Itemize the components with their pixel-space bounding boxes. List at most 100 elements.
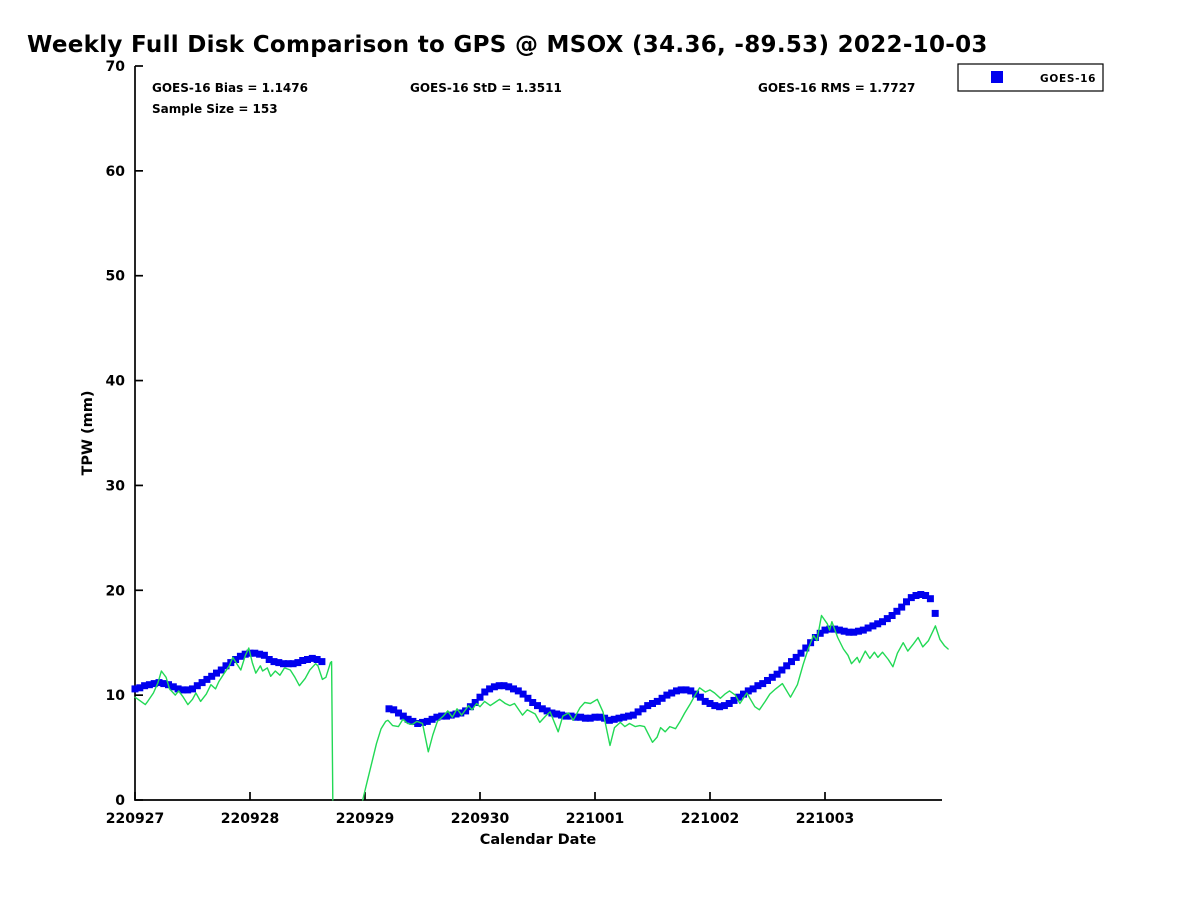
goes16-marker <box>907 594 915 602</box>
y-tick-label: 0 <box>115 793 125 809</box>
goes16-marker <box>903 598 910 606</box>
goes16-marker <box>740 690 747 698</box>
x-tick-label: 220928 <box>221 811 279 827</box>
legend: GOES-16 <box>957 63 1104 92</box>
goes16-marker <box>179 686 187 694</box>
goes16-marker <box>174 685 182 693</box>
goes16-marker <box>744 687 752 695</box>
goes16-marker <box>926 595 934 603</box>
goes16-marker <box>711 702 719 710</box>
goes16-marker <box>917 591 925 598</box>
goes16-marker <box>615 714 623 722</box>
goes16-marker <box>236 652 244 660</box>
goes16-marker <box>572 713 580 721</box>
goes16-marker <box>299 657 307 664</box>
goes16-marker <box>778 666 786 674</box>
stat-std: GOES-16 StD = 1.3511 <box>410 81 562 95</box>
goes16-marker <box>859 626 867 634</box>
goes16-marker <box>591 713 599 721</box>
goes16-marker <box>673 687 680 695</box>
goes16-marker <box>543 707 551 715</box>
goes16-marker <box>898 603 906 611</box>
goes16-marker <box>749 685 757 693</box>
goes16-marker <box>481 688 489 696</box>
goes16-marker <box>668 689 676 697</box>
gps-line-segment <box>362 614 949 801</box>
goes16-marker <box>797 649 805 657</box>
goes16-marker <box>931 609 939 617</box>
goes16-marker <box>783 662 791 670</box>
goes16-marker <box>265 656 273 663</box>
goes16-marker <box>500 682 508 690</box>
goes16-marker <box>629 711 637 719</box>
y-tick-label: 40 <box>106 374 126 390</box>
goes16-marker <box>869 622 877 630</box>
goes16-marker <box>390 706 398 714</box>
goes16-marker <box>610 715 618 723</box>
goes16-marker <box>280 660 287 668</box>
goes16-marker <box>308 654 316 662</box>
goes16-marker <box>687 687 695 695</box>
goes16-marker <box>706 700 714 707</box>
goes16-marker <box>141 682 149 690</box>
goes16-marker <box>912 592 920 599</box>
goes16-marker <box>495 682 503 690</box>
goes16-marker <box>222 662 230 670</box>
goes16-marker <box>850 628 858 636</box>
y-tick-label: 50 <box>106 269 126 285</box>
goes16-marker <box>577 713 585 721</box>
goes16-marker <box>145 681 153 689</box>
goes16-marker <box>395 709 402 717</box>
stat-rms: GOES-16 RMS = 1.7727 <box>758 81 915 95</box>
goes16-marker <box>922 592 930 599</box>
goes16-marker <box>855 627 862 635</box>
gps-line-segment <box>134 647 334 801</box>
goes16-marker <box>193 682 201 690</box>
goes16-marker <box>773 670 781 678</box>
y-tick-label: 70 <box>106 59 126 75</box>
goes16-marker <box>735 693 743 701</box>
goes16-marker <box>764 677 771 684</box>
goes16-marker <box>313 656 321 663</box>
goes16-marker <box>414 720 422 727</box>
goes16-marker <box>433 713 441 721</box>
stat-sample-size: Sample Size = 153 <box>152 102 278 116</box>
x-tick-label: 220927 <box>106 811 164 827</box>
goes16-marker <box>634 708 642 716</box>
goes16-marker <box>562 712 570 720</box>
goes16-marker <box>663 691 671 699</box>
goes16-marker <box>404 715 412 723</box>
goes16-marker <box>596 713 604 721</box>
goes16-marker <box>452 710 460 718</box>
plot-area: 0 10 20 30 40 50 60 70 220927 220928 220929 220930 2… <box>106 59 949 827</box>
goes16-marker <box>184 686 192 694</box>
legend-label: GOES-16 <box>1040 73 1096 85</box>
y-tick-label: 10 <box>106 688 126 704</box>
goes16-marker <box>438 712 446 720</box>
goes16-marker <box>605 716 613 724</box>
goes16-marker <box>189 685 196 693</box>
goes16-marker <box>874 620 882 628</box>
goes16-marker <box>893 607 901 615</box>
goes16-marker <box>136 684 144 692</box>
goes16-marker <box>802 644 810 652</box>
y-tick-label: 20 <box>106 583 126 599</box>
goes16-marker <box>304 656 311 663</box>
x-tick-label: 220930 <box>451 811 510 827</box>
goes16-marker <box>385 705 393 713</box>
x-axis-label: Calendar Date <box>480 832 597 848</box>
goes16-marker <box>198 679 206 687</box>
goes16-marker <box>270 658 278 666</box>
goes16-marker <box>514 687 522 695</box>
legend-box <box>957 63 1104 92</box>
goes16-marker <box>864 624 872 632</box>
goes16-marker <box>888 612 896 619</box>
goes16-marker <box>653 697 661 705</box>
goes16-marker <box>490 683 498 691</box>
goes16-marker <box>658 694 666 702</box>
chart-title: Weekly Full Disk Comparison to GPS @ MSO… <box>27 32 988 58</box>
goes16-marker <box>131 685 139 693</box>
goes16-marker <box>466 703 474 711</box>
goes16-marker <box>486 685 494 693</box>
